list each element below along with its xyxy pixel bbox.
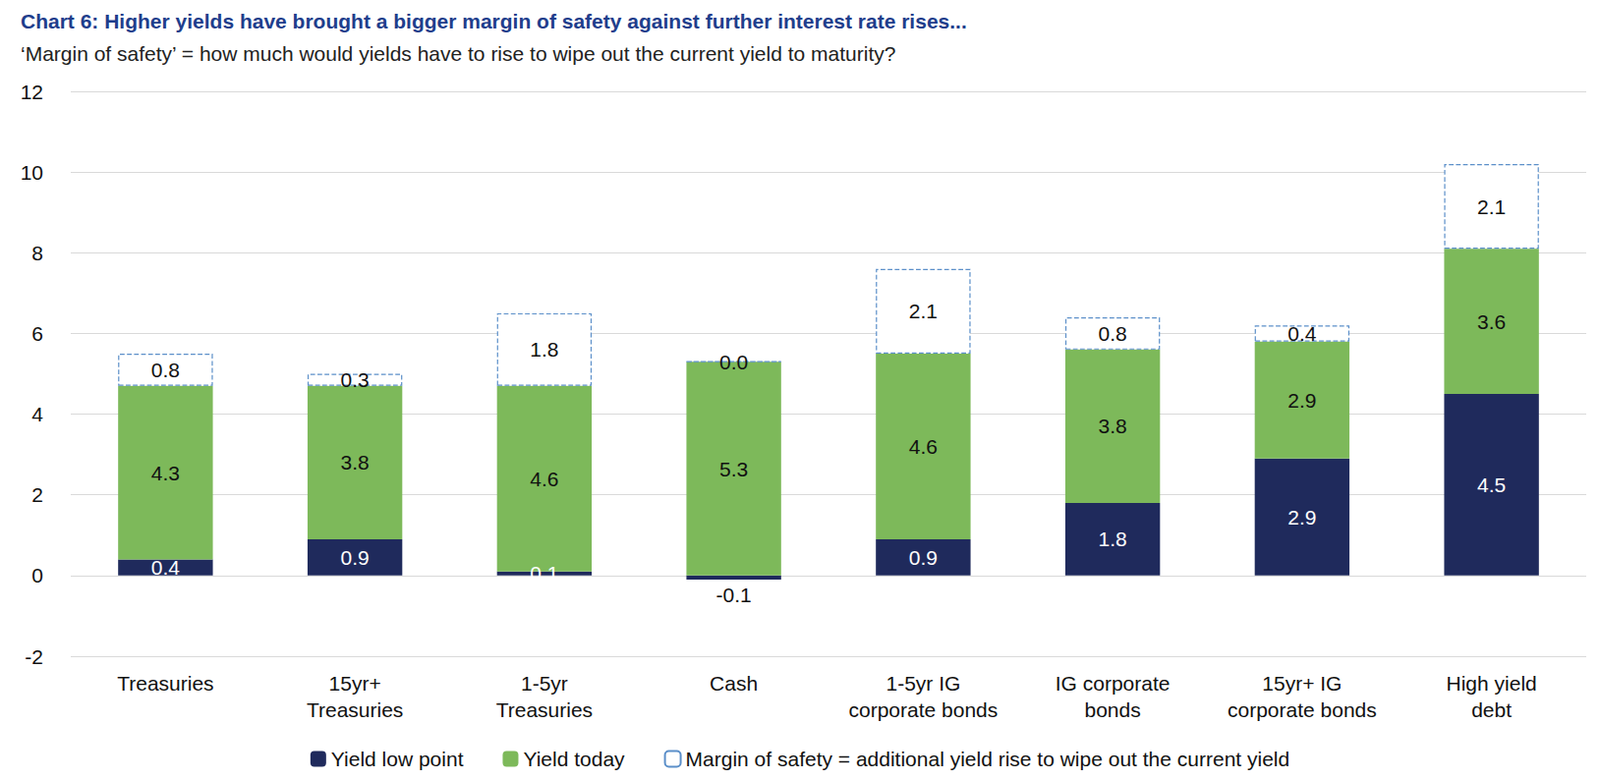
svg-text:0.9: 0.9 bbox=[909, 546, 938, 570]
svg-text:4.5: 4.5 bbox=[1477, 473, 1506, 497]
svg-text:Chart 6: Higher yields have br: Chart 6: Higher yields have brought a bi… bbox=[20, 9, 968, 33]
svg-text:0.9: 0.9 bbox=[341, 546, 370, 570]
svg-text:Treasuries: Treasuries bbox=[116, 672, 214, 695]
svg-text:0.3: 0.3 bbox=[341, 368, 370, 392]
svg-text:15yr+: 15yr+ bbox=[329, 672, 382, 695]
svg-text:1-5yr IG: 1-5yr IG bbox=[885, 672, 961, 695]
svg-text:0.8: 0.8 bbox=[151, 358, 180, 382]
svg-text:4.6: 4.6 bbox=[529, 467, 559, 491]
svg-text:Margin of safety = additional: Margin of safety = additional yield rise… bbox=[685, 747, 1291, 771]
svg-text:Treasuries: Treasuries bbox=[496, 698, 593, 722]
svg-text:IG corporate: IG corporate bbox=[1055, 672, 1171, 695]
svg-text:15yr+ IG: 15yr+ IG bbox=[1261, 672, 1342, 695]
svg-text:0: 0 bbox=[31, 564, 44, 587]
svg-text:12: 12 bbox=[20, 80, 44, 104]
svg-text:corporate bonds: corporate bonds bbox=[848, 698, 998, 722]
svg-text:10: 10 bbox=[20, 161, 44, 184]
svg-text:4.3: 4.3 bbox=[151, 461, 180, 485]
svg-text:1-5yr: 1-5yr bbox=[520, 672, 569, 695]
svg-text:8: 8 bbox=[31, 241, 44, 265]
svg-text:0.4: 0.4 bbox=[1287, 322, 1317, 345]
svg-text:1.8: 1.8 bbox=[529, 338, 559, 361]
svg-text:6: 6 bbox=[31, 322, 44, 345]
svg-text:Cash: Cash bbox=[709, 672, 758, 695]
svg-text:‘Margin of safety’ = how much: ‘Margin of safety’ = how much would yiel… bbox=[20, 42, 896, 65]
svg-text:2: 2 bbox=[31, 483, 44, 507]
svg-text:0.8: 0.8 bbox=[1098, 322, 1128, 345]
svg-text:4: 4 bbox=[31, 402, 44, 426]
svg-text:1.8: 1.8 bbox=[1098, 527, 1128, 551]
svg-text:4.6: 4.6 bbox=[909, 435, 938, 458]
svg-text:bonds: bonds bbox=[1085, 698, 1142, 722]
svg-text:0.1: 0.1 bbox=[529, 562, 559, 585]
svg-text:0.0: 0.0 bbox=[719, 350, 748, 374]
svg-text:3.8: 3.8 bbox=[341, 451, 370, 474]
svg-text:corporate bonds: corporate bonds bbox=[1227, 698, 1377, 722]
svg-text:5.3: 5.3 bbox=[719, 457, 748, 481]
svg-text:3.8: 3.8 bbox=[1098, 414, 1128, 438]
svg-text:debt: debt bbox=[1471, 698, 1512, 722]
svg-text:2.9: 2.9 bbox=[1287, 506, 1316, 529]
svg-text:0.4: 0.4 bbox=[151, 556, 181, 579]
svg-text:Yield low point: Yield low point bbox=[331, 747, 464, 771]
svg-text:High yield: High yield bbox=[1446, 672, 1538, 695]
svg-text:Treasuries: Treasuries bbox=[306, 698, 403, 722]
svg-text:Yield today: Yield today bbox=[522, 747, 626, 771]
svg-text:2.1: 2.1 bbox=[909, 299, 938, 323]
svg-text:2.1: 2.1 bbox=[1477, 195, 1506, 219]
svg-text:-2: -2 bbox=[24, 645, 44, 669]
svg-text:2.9: 2.9 bbox=[1287, 389, 1316, 412]
svg-text:-0.1: -0.1 bbox=[716, 583, 752, 607]
svg-text:3.6: 3.6 bbox=[1477, 310, 1506, 334]
